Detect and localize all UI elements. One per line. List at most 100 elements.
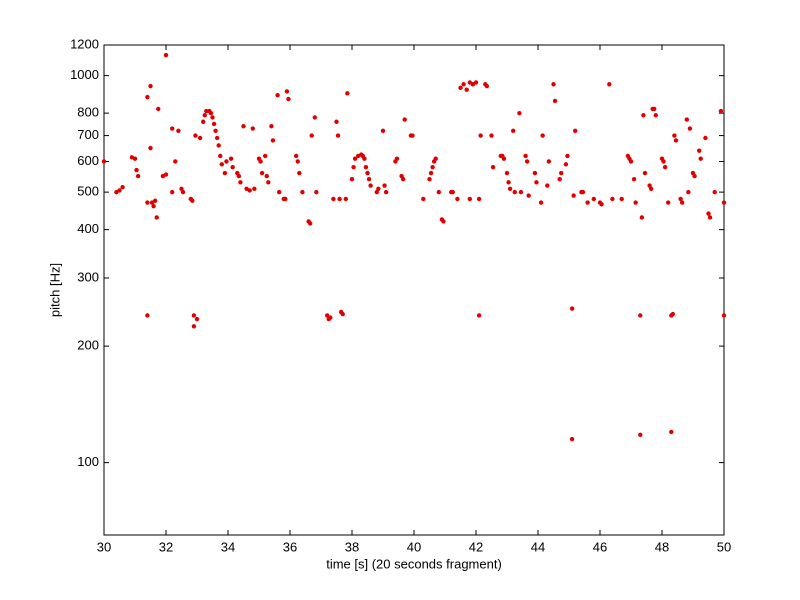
point (569, 436, 575, 442)
point (176, 128, 181, 134)
point (706, 211, 711, 216)
point (216, 143, 221, 148)
point (222, 170, 228, 176)
point (374, 189, 379, 195)
point (524, 159, 530, 164)
point (101, 159, 107, 164)
point (666, 200, 671, 205)
point (633, 200, 638, 205)
point (270, 138, 276, 143)
point (467, 196, 472, 202)
point (294, 153, 299, 159)
point (507, 186, 513, 192)
x-tick-label: 50 (717, 539, 731, 554)
point (490, 164, 496, 170)
point (193, 133, 198, 138)
y-tick-label: 700 (77, 127, 99, 142)
point (642, 170, 648, 176)
point (672, 133, 677, 138)
point (721, 200, 727, 205)
point (703, 135, 708, 141)
point (455, 196, 460, 202)
point (328, 315, 333, 320)
point (382, 183, 387, 188)
point (461, 82, 466, 87)
point (673, 138, 679, 143)
point (686, 189, 691, 195)
point (263, 153, 268, 159)
point (402, 117, 407, 122)
point (569, 306, 575, 311)
point (585, 200, 590, 205)
point (362, 156, 367, 161)
point (334, 119, 339, 124)
point (219, 162, 224, 167)
point (506, 180, 511, 185)
point (148, 83, 153, 89)
point (325, 313, 330, 318)
point (170, 189, 175, 195)
point (430, 164, 435, 170)
point (552, 98, 558, 104)
point (692, 173, 697, 179)
point (639, 215, 645, 220)
point (340, 311, 345, 317)
point (540, 133, 545, 138)
point (599, 202, 604, 207)
x-tick-label: 36 (283, 539, 297, 554)
point (275, 93, 280, 98)
point (135, 173, 141, 179)
x-axis-label: time [s] (20 seconds fragment) (326, 556, 502, 571)
point (286, 96, 291, 102)
point (145, 200, 150, 205)
y-tick-label: 1000 (70, 67, 99, 82)
point (607, 82, 612, 87)
point (557, 176, 562, 182)
point (194, 316, 200, 322)
point (591, 196, 596, 202)
point (380, 128, 386, 134)
point (247, 188, 252, 193)
point (173, 159, 178, 164)
point (363, 164, 369, 170)
point (266, 180, 271, 185)
point (335, 133, 341, 138)
point (132, 156, 138, 161)
point (300, 189, 305, 195)
point (653, 113, 658, 118)
point (678, 196, 683, 202)
point (489, 133, 494, 138)
point (504, 170, 510, 176)
point (145, 94, 150, 100)
point (163, 52, 169, 58)
point (309, 133, 314, 138)
point (628, 159, 634, 164)
y-tick-label: 200 (77, 338, 99, 353)
point (376, 186, 381, 192)
point (512, 189, 517, 195)
point (202, 113, 207, 118)
plot-frame (103, 44, 725, 536)
point (641, 113, 646, 118)
point (573, 128, 578, 134)
point (473, 80, 479, 85)
point (284, 89, 290, 94)
point (241, 124, 246, 129)
point (250, 126, 255, 131)
point (331, 196, 336, 202)
point (191, 313, 197, 318)
point (228, 156, 234, 161)
point (366, 176, 372, 182)
x-tick-label: 48 (655, 539, 669, 554)
y-tick-label: 800 (77, 105, 99, 120)
point (684, 117, 689, 122)
x-tick-label: 32 (159, 539, 173, 554)
point (559, 170, 564, 176)
point (201, 119, 206, 124)
y-tick-label: 400 (77, 221, 99, 236)
point (523, 153, 528, 159)
point (259, 170, 265, 176)
point (152, 198, 158, 203)
point (197, 135, 203, 141)
